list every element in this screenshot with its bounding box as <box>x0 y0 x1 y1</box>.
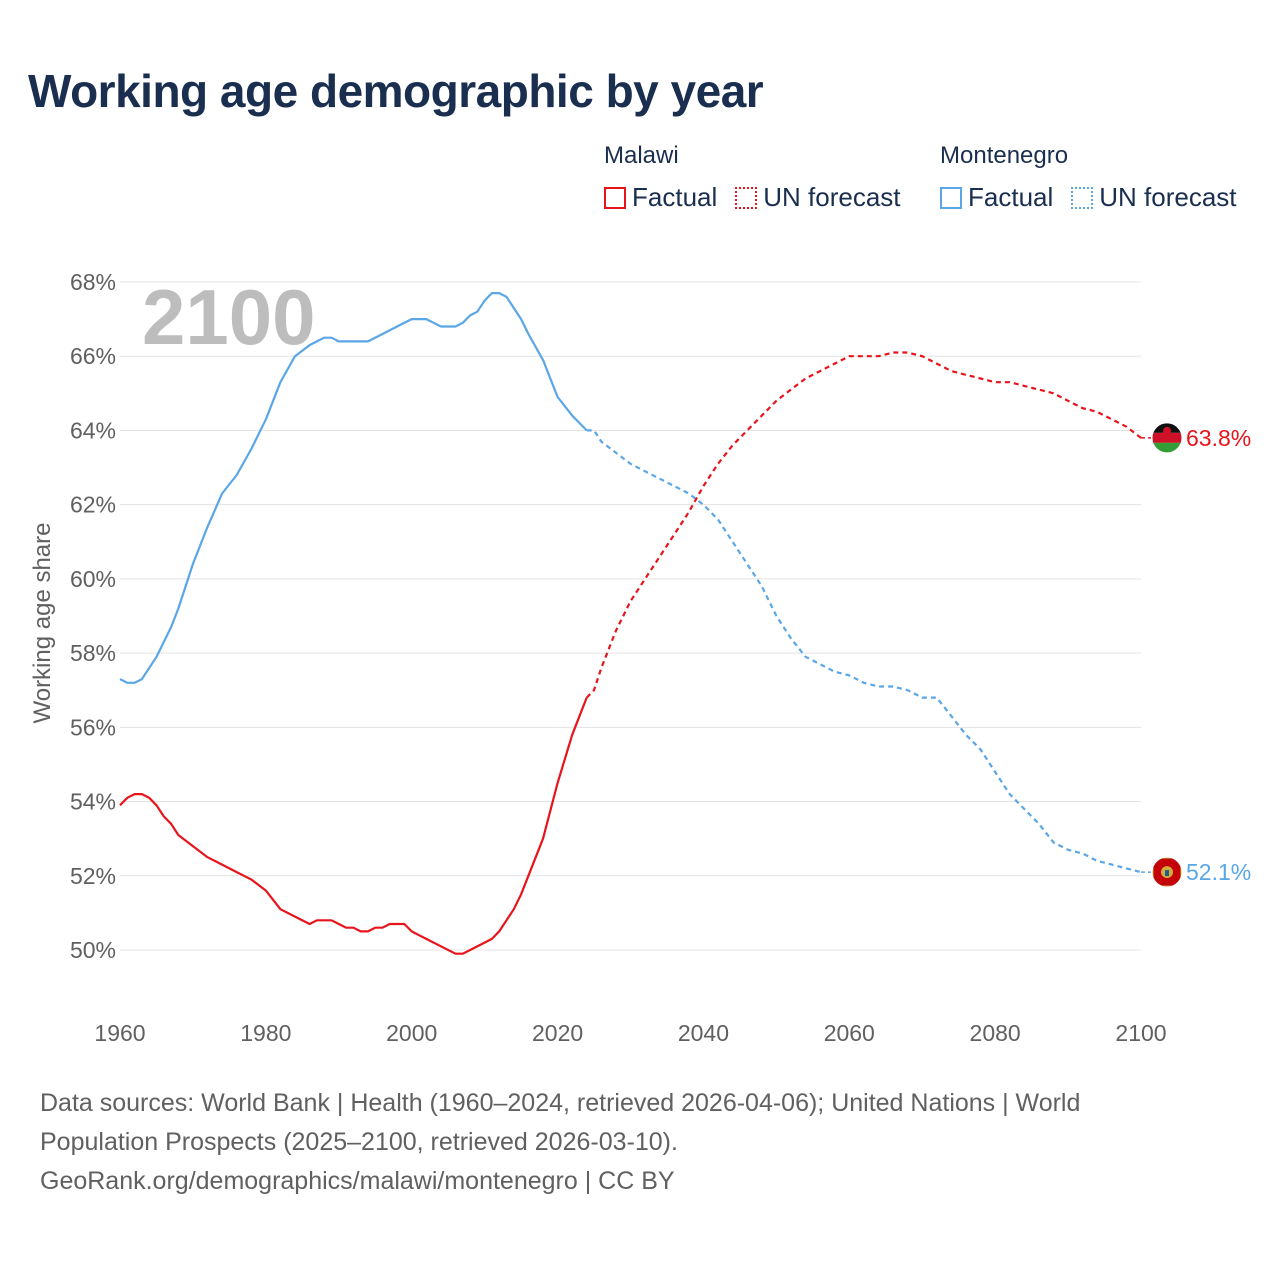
gridlines <box>120 281 1141 951</box>
x-tick-label: 2000 <box>386 1020 437 1046</box>
year-watermark: 2100 <box>142 273 316 361</box>
y-tick-label: 62% <box>70 492 116 518</box>
legend-label: Factual <box>632 182 718 212</box>
legend-item-montenegro-forecast[interactable]: UN forecast <box>1071 182 1237 213</box>
y-tick-label: 58% <box>70 640 116 666</box>
legend-swatch-dotted-icon <box>735 186 758 209</box>
series-lines <box>119 292 1142 955</box>
x-tick-label: 2020 <box>532 1020 583 1046</box>
series-line-malawi-factual[interactable] <box>119 697 588 955</box>
x-tick-label: 2060 <box>824 1020 875 1046</box>
x-tick-label: 1960 <box>94 1020 145 1046</box>
series-line-malawi-forecast[interactable] <box>585 351 1142 699</box>
end-value-label: 63.8% <box>1186 425 1251 451</box>
y-tick-label: 52% <box>70 863 116 889</box>
y-tick-label: 60% <box>70 566 116 592</box>
legend-group-malawi: Malawi Factual UN forecast <box>604 142 901 213</box>
legend-label: UN forecast <box>763 182 901 212</box>
source-line: Population Prospects (2025–2100, retriev… <box>40 1128 678 1156</box>
legend-item-malawi-forecast[interactable]: UN forecast <box>735 182 901 213</box>
y-tick-label: 68% <box>70 269 116 295</box>
line-chart: 2100 50% 52% 54% 56% 58% 60% 62% 64% 66% 68% 1960… <box>29 269 1251 1046</box>
y-tick-label: 54% <box>70 789 116 815</box>
legend-label: Factual <box>968 182 1054 212</box>
x-tick-label: 2080 <box>970 1020 1021 1046</box>
x-tick-label: 2100 <box>1115 1020 1166 1046</box>
series-line-montenegro-forecast[interactable] <box>586 429 1142 874</box>
y-tick-label: 64% <box>70 417 116 443</box>
legend-swatch-dotted-icon <box>1071 186 1094 209</box>
y-axis-ticks: 50% 52% 54% 56% 58% 60% 62% 64% 66% 68% <box>70 269 116 963</box>
malawi-flag-icon <box>1151 422 1183 454</box>
x-axis-ticks: 1960 1980 2000 2020 2040 2060 2080 2100 <box>94 1020 1166 1046</box>
series-line-montenegro-factual[interactable] <box>119 292 588 684</box>
chart-title: Working age demographic by year <box>28 65 764 117</box>
legend-group-name: Montenegro <box>940 142 1069 169</box>
y-tick-label: 66% <box>70 343 116 369</box>
legend-group-montenegro: Montenegro Factual UN forecast <box>940 142 1237 213</box>
source-link[interactable]: GeoRank.org/demographics/malawi/monteneg… <box>40 1167 675 1195</box>
legend-item-montenegro-factual[interactable]: Factual <box>940 182 1053 213</box>
y-axis-label: Working age share <box>29 523 56 724</box>
y-tick-label: 50% <box>70 937 116 963</box>
legend-item-malawi-factual[interactable]: Factual <box>604 182 717 213</box>
x-tick-label: 1980 <box>240 1020 291 1046</box>
end-markers: 63.8% 52.1% <box>1141 422 1251 888</box>
y-tick-label: 56% <box>70 714 116 740</box>
legend-label: UN forecast <box>1099 182 1237 212</box>
montenegro-flag-icon <box>1151 856 1183 888</box>
legend-swatch-solid-icon <box>940 186 962 209</box>
x-tick-label: 2040 <box>678 1020 729 1046</box>
legend-group-name: Malawi <box>604 142 679 169</box>
source-line: Data sources: World Bank | Health (1960–… <box>40 1089 1081 1117</box>
data-source-note: Data sources: World Bank | Health (1960–… <box>40 1084 1200 1201</box>
end-value-label: 52.1% <box>1186 859 1251 885</box>
legend-swatch-solid-icon <box>604 186 626 209</box>
